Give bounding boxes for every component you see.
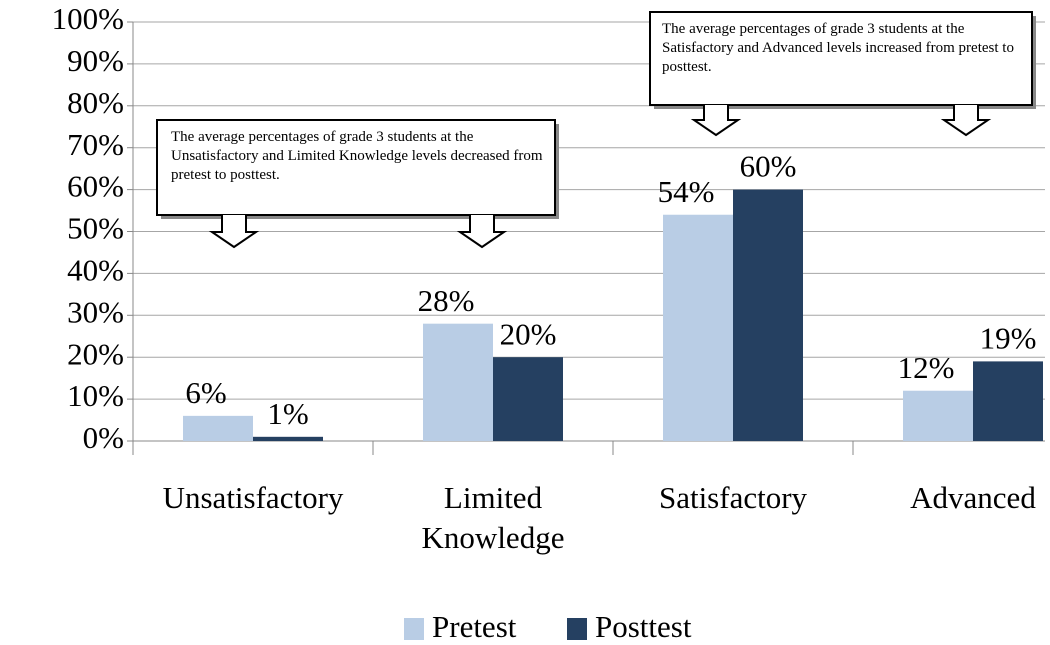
bar bbox=[733, 189, 803, 441]
data-label: 19% bbox=[980, 320, 1037, 355]
y-tick-label: 80% bbox=[67, 85, 124, 120]
bar bbox=[903, 390, 973, 441]
data-label: 28% bbox=[418, 283, 475, 318]
y-tick-label: 70% bbox=[67, 127, 124, 162]
x-tick-label: Satisfactory bbox=[658, 480, 808, 515]
callout-right bbox=[649, 11, 1036, 137]
y-tick-label: 50% bbox=[67, 211, 124, 246]
data-label: 20% bbox=[500, 316, 557, 351]
y-tick-label: 60% bbox=[67, 169, 124, 204]
annotation: The average percentages of grade 3 stude… bbox=[171, 129, 543, 183]
x-tick-label: Advanced bbox=[910, 480, 1036, 515]
data-label: 6% bbox=[185, 375, 226, 410]
y-tick-label: 0% bbox=[83, 420, 124, 455]
data-label: 60% bbox=[740, 149, 797, 184]
legend-swatch bbox=[404, 618, 424, 640]
bar bbox=[253, 436, 323, 441]
bar bbox=[973, 361, 1043, 441]
legend: Pretest Posttest bbox=[404, 609, 692, 644]
legend-swatch bbox=[567, 618, 587, 640]
y-tick-label: 20% bbox=[67, 336, 124, 371]
callout-left bbox=[156, 119, 559, 249]
data-label: 54% bbox=[658, 174, 715, 209]
plot: 0% 10% 20% 30% 40% 50% 60% 70% 80% 90% 100% 6% 1% 28%… bbox=[52, 1, 1045, 455]
y-tick-label: 100% bbox=[52, 1, 124, 36]
y-tick-label: 30% bbox=[67, 294, 124, 329]
y-tick-label: 90% bbox=[67, 43, 124, 78]
y-tick-label: 10% bbox=[67, 378, 124, 413]
legend-label: Posttest bbox=[595, 609, 692, 644]
bar bbox=[183, 415, 253, 441]
data-label: 12% bbox=[898, 350, 955, 385]
bar bbox=[493, 357, 563, 441]
x-tick-label: Unsatisfactory bbox=[162, 480, 344, 515]
legend-label: Pretest bbox=[432, 609, 517, 644]
annotation: The average percentages of grade 3 stude… bbox=[662, 21, 1014, 75]
data-label: 1% bbox=[267, 396, 308, 431]
y-tick-label: 40% bbox=[67, 253, 124, 288]
bar bbox=[423, 323, 493, 441]
bar bbox=[663, 214, 733, 441]
x-tick-label: Limited Knowledge bbox=[421, 480, 565, 555]
